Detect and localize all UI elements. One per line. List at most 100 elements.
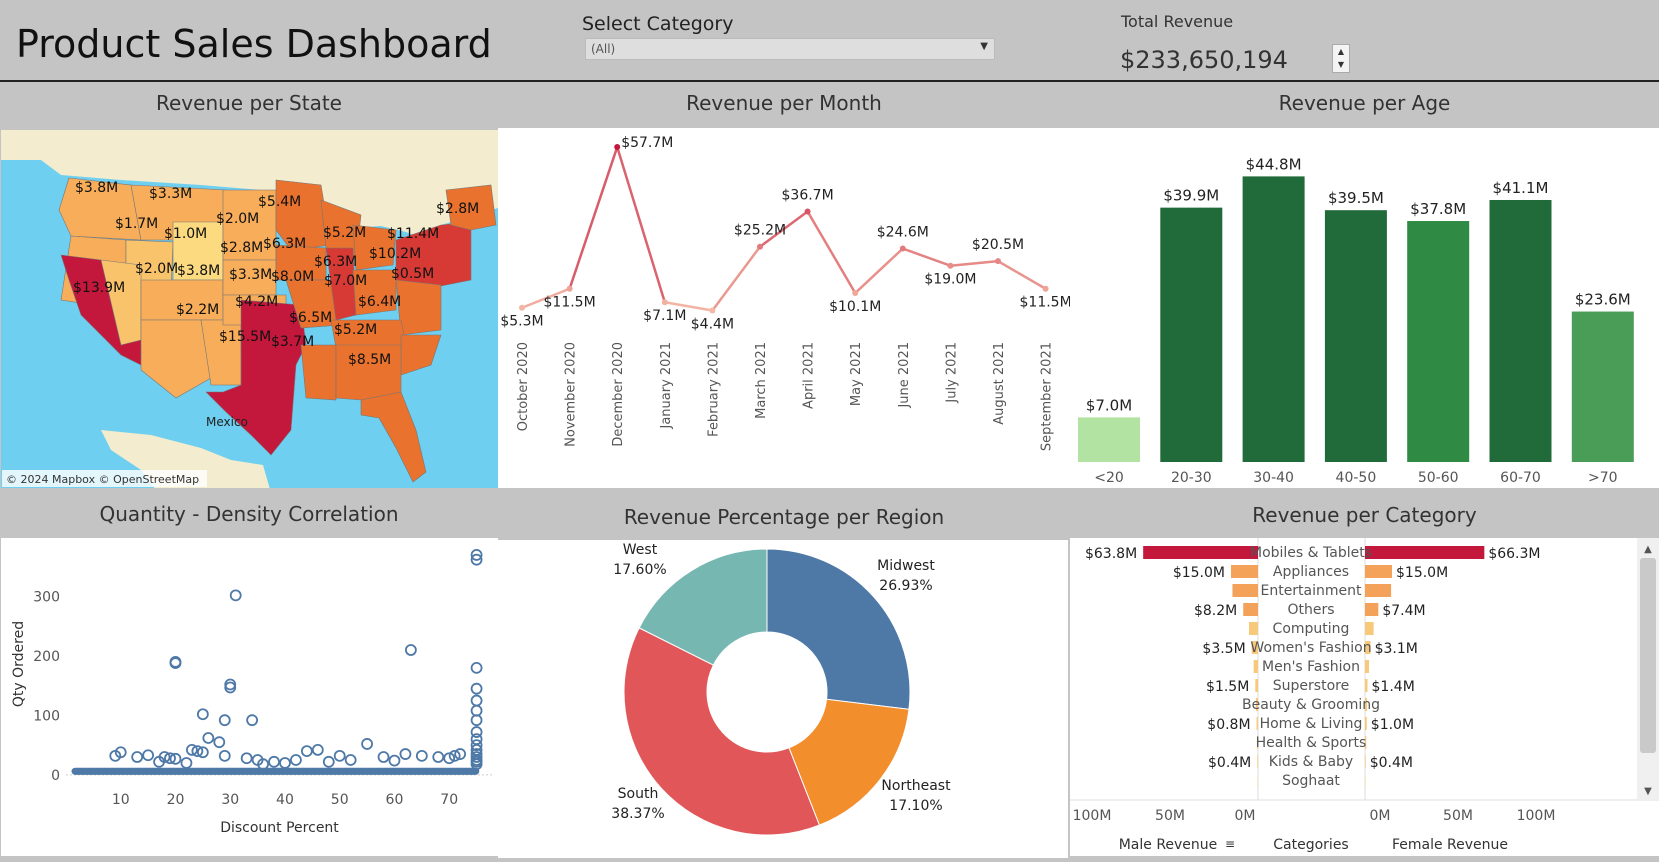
scatter-point[interactable] (246, 714, 259, 727)
age-bar[interactable] (1242, 176, 1305, 462)
age-bar[interactable] (1571, 311, 1634, 462)
scatter-point[interactable] (169, 752, 182, 765)
scatter-point[interactable] (290, 754, 302, 766)
region-donut-panel[interactable]: Midwest 26.93% Northeast 17.10% South 38.37% W… (498, 540, 1068, 858)
region-slice[interactable] (638, 548, 768, 666)
male-revenue-bar[interactable] (1232, 584, 1258, 597)
scatter-point[interactable] (470, 682, 483, 695)
scatter-point[interactable] (361, 738, 373, 750)
region-slice[interactable] (623, 627, 821, 836)
scatter-point[interactable] (344, 754, 357, 766)
female-revenue-bar[interactable] (1365, 698, 1367, 711)
month-point[interactable] (757, 243, 763, 250)
category-scrollbar-thumb[interactable] (1640, 558, 1656, 753)
scatter-point[interactable] (180, 757, 193, 769)
scatter-point[interactable] (470, 553, 483, 566)
age-bar[interactable] (1078, 417, 1140, 462)
scatter-point[interactable] (470, 726, 483, 738)
female-revenue-bar[interactable] (1365, 660, 1369, 673)
scatter-chart[interactable]: 0 100 200 300 10 20 30 40 50 60 70 Qty Ordered Disco… (1, 538, 498, 856)
month-point[interactable] (947, 262, 954, 269)
scroll-down-icon[interactable]: ▼ (1644, 786, 1652, 797)
scatter-point[interactable] (470, 549, 483, 561)
scatter-point[interactable] (164, 752, 176, 765)
stepper-down-icon[interactable]: ▼ (1337, 60, 1345, 69)
month-point[interactable] (661, 299, 668, 306)
month-line-panel[interactable]: $5.3M $11.5M $57.7M $7.1M $4.4M $25.2M $36.7M $… (498, 128, 1070, 488)
male-revenue-bar[interactable] (1256, 717, 1258, 730)
scatter-point[interactable] (224, 681, 237, 694)
region-donut-chart[interactable]: Midwest 26.93% Northeast 17.10% South 38.37% W… (498, 540, 1068, 858)
scatter-point[interactable] (470, 739, 483, 752)
month-point[interactable] (852, 290, 859, 297)
map-state-texas[interactable] (205, 299, 307, 456)
scatter-point[interactable] (470, 704, 483, 717)
stepper-up-icon[interactable]: ▲ (1337, 47, 1345, 56)
scatter-point[interactable] (300, 745, 313, 757)
male-revenue-bar[interactable] (1255, 698, 1258, 711)
scatter-point[interactable] (470, 714, 483, 727)
scatter-point[interactable] (213, 736, 226, 749)
scatter-point[interactable] (131, 751, 144, 763)
male-revenue-bar[interactable] (1143, 546, 1258, 559)
scatter-point[interactable] (196, 746, 209, 759)
scatter-point[interactable] (311, 743, 324, 756)
map-state-virginia[interactable] (395, 279, 442, 336)
female-revenue-bar[interactable] (1365, 546, 1485, 559)
age-bar-chart[interactable]: $7.0M <20 $39.9M 20-30 $44.8M 30-40 $39.5M 40-5… (1070, 128, 1659, 488)
female-revenue-bar[interactable] (1365, 717, 1367, 730)
state-map[interactable]: $3.8M $3.3M$1.7M$1.0M$2.0M$5.4M $2.8M$13.9… (1, 130, 498, 488)
female-revenue-bar[interactable] (1365, 679, 1368, 692)
male-revenue-bar[interactable] (1243, 603, 1258, 616)
map-state-arkansas-louisiana[interactable] (300, 344, 337, 401)
scatter-point[interactable] (202, 732, 215, 744)
female-revenue-bar[interactable] (1365, 584, 1392, 597)
scroll-up-icon[interactable]: ▲ (1644, 544, 1652, 555)
age-bar[interactable] (1489, 199, 1552, 463)
month-point[interactable] (804, 208, 811, 215)
state-map-panel[interactable]: $3.8M $3.3M $1.7M $1.0M $2.0M $5.4M $2.8M $13.9… (1, 130, 498, 488)
category-butterfly-chart[interactable]: Mobiles & Tablets $63.8M $66.3M Appliances $… (1070, 538, 1659, 856)
female-revenue-bar[interactable] (1365, 622, 1374, 635)
map-state-arizona[interactable] (140, 319, 212, 399)
month-point[interactable] (566, 285, 573, 292)
scatter-point[interactable] (268, 755, 280, 768)
male-revenue-bar[interactable] (1231, 565, 1258, 578)
age-bar-panel[interactable]: $7.0M <20 $39.9M 20-30 $44.8M 30-40 $39.5M 40-5… (1070, 128, 1659, 488)
male-revenue-bar[interactable] (1253, 660, 1258, 673)
male-revenue-bar[interactable] (1256, 736, 1258, 749)
scatter-point[interactable] (399, 748, 412, 760)
month-point[interactable] (709, 307, 716, 314)
scatter-point[interactable] (218, 714, 231, 727)
sort-icon[interactable]: ≡ (1225, 837, 1235, 851)
male-revenue-bar[interactable] (1255, 679, 1258, 692)
scatter-panel[interactable]: 0 100 200 300 10 20 30 40 50 60 70 Qty Ordered Disco… (1, 538, 498, 856)
scatter-point[interactable] (142, 749, 155, 762)
scatter-point[interactable] (470, 758, 483, 771)
scatter-point[interactable] (470, 661, 483, 674)
scatter-point[interactable] (191, 745, 204, 757)
scatter-point[interactable] (388, 754, 401, 767)
scatter-point[interactable] (240, 752, 253, 765)
female-revenue-bar[interactable] (1365, 641, 1371, 654)
map-state-new-england[interactable] (445, 184, 497, 231)
age-bar[interactable] (1160, 207, 1223, 462)
scatter-point[interactable] (279, 757, 291, 769)
scatter-point[interactable] (470, 694, 483, 707)
scatter-point[interactable] (377, 751, 390, 763)
map-state-northwest[interactable] (58, 177, 142, 241)
map-state-florida[interactable] (360, 391, 427, 483)
month-point[interactable] (614, 144, 621, 151)
total-revenue-stepper[interactable]: ▲ ▼ (1332, 44, 1350, 73)
scatter-point[interactable] (186, 743, 198, 756)
scatter-point[interactable] (153, 755, 165, 768)
month-line-chart[interactable]: $5.3M$11.5M$57.7M$7.1M$4.4M$25.2M$36.7M$… (498, 128, 1070, 488)
scatter-point[interactable] (109, 749, 122, 762)
female-revenue-bar[interactable] (1365, 565, 1392, 578)
scatter-point[interactable] (448, 749, 461, 762)
scatter-point[interactable] (257, 758, 269, 771)
female-revenue-bar[interactable] (1365, 603, 1379, 616)
scatter-point[interactable] (218, 749, 231, 762)
scatter-point[interactable] (333, 749, 346, 762)
month-point[interactable] (519, 304, 525, 311)
